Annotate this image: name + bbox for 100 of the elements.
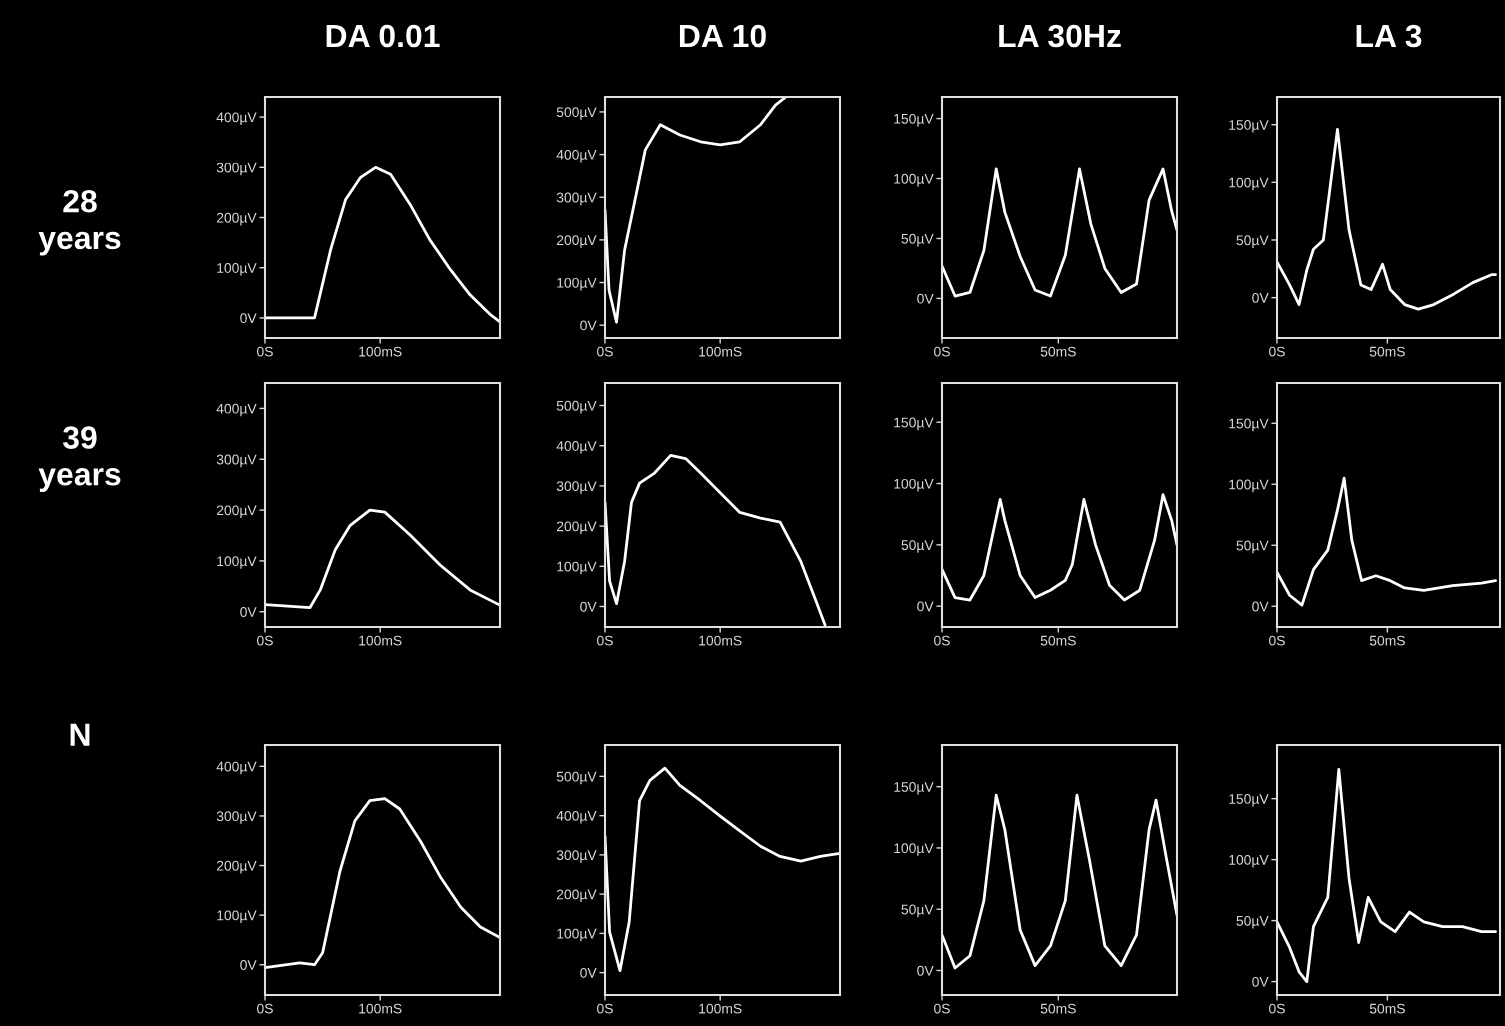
y-tick-label: 0V bbox=[1252, 601, 1269, 612]
y-tick-label: 100µV bbox=[557, 277, 597, 291]
x-tick-label: 0S bbox=[597, 1003, 613, 1014]
y-tick-label: 100µV bbox=[1229, 177, 1269, 191]
line-series bbox=[942, 167, 1177, 298]
y-tick-label: 300µV bbox=[216, 811, 257, 824]
line-series bbox=[605, 97, 788, 324]
y-tick-label: 400µV bbox=[216, 761, 257, 775]
x-tick-label: 100mS bbox=[699, 1003, 742, 1014]
x-tick-label: 0S bbox=[934, 635, 950, 646]
x-tick-label: 100mS bbox=[359, 635, 402, 646]
x-tick-label: 50mS bbox=[1369, 1003, 1405, 1014]
y-tick-label: 0V bbox=[917, 601, 934, 612]
y-tick-label: 100µV bbox=[1229, 479, 1269, 493]
line-series bbox=[1277, 127, 1497, 311]
y-tick-label: 300µV bbox=[556, 850, 597, 863]
x-tick-label: 100mS bbox=[359, 1003, 402, 1014]
chart-title: LA 3 bbox=[1356, 24, 1422, 48]
y-tick-label: 50µV bbox=[901, 233, 934, 247]
y-tick-label: 100µV bbox=[217, 556, 257, 569]
y-tick-label: 0V bbox=[580, 601, 597, 612]
x-tick-label: 0S bbox=[1269, 635, 1285, 646]
x-tick-label: 0S bbox=[597, 346, 613, 357]
y-tick-label: 50µV bbox=[1236, 235, 1269, 248]
line-series bbox=[942, 493, 1177, 602]
y-tick-label: 0V bbox=[240, 960, 257, 970]
y-axis-title: 39 years bbox=[38, 426, 121, 492]
y-tick-label: 100µV bbox=[894, 843, 934, 856]
x-tick-label: 0S bbox=[934, 346, 950, 357]
y-tick-label: 150µV bbox=[894, 417, 934, 431]
y-tick-label: 150µV bbox=[894, 782, 934, 795]
y-tick-label: 200µV bbox=[216, 505, 257, 518]
y-tick-label: 100µV bbox=[557, 928, 597, 942]
y-tick-label: 400µV bbox=[556, 441, 597, 454]
y-tick-label: 0V bbox=[1252, 292, 1269, 303]
y-tick-label: 0V bbox=[1252, 976, 1269, 987]
y-tick-label: 0V bbox=[917, 965, 934, 976]
y-tick-label: 50µV bbox=[901, 540, 934, 553]
y-tick-label: 400µV bbox=[556, 149, 597, 163]
chart-title: DA 10 bbox=[679, 24, 766, 48]
line-series bbox=[605, 453, 827, 627]
line-series bbox=[265, 797, 500, 970]
y-tick-label: 200µV bbox=[556, 889, 597, 903]
y-tick-label: 150µV bbox=[1229, 793, 1269, 807]
y-tick-label: 200µV bbox=[556, 521, 597, 535]
y-tick-label: 0V bbox=[580, 967, 597, 978]
x-tick-label: 0S bbox=[934, 1003, 950, 1014]
y-tick-label: 100µV bbox=[894, 173, 934, 187]
y-axis-title: N bbox=[70, 723, 90, 746]
y-axis-title: 28 years bbox=[38, 189, 121, 256]
y-tick-label: 100µV bbox=[557, 561, 597, 575]
y-tick-label: 0V bbox=[240, 607, 257, 617]
y-tick-label: 200µV bbox=[216, 860, 257, 874]
y-tick-label: 50µV bbox=[1236, 915, 1269, 929]
y-tick-label: 500µV bbox=[556, 107, 597, 120]
y-tick-label: 300µV bbox=[556, 481, 597, 494]
line-series bbox=[265, 165, 500, 324]
y-tick-label: 300µV bbox=[216, 162, 257, 176]
x-tick-label: 0S bbox=[1269, 1003, 1285, 1014]
chart-title: DA 0.01 bbox=[326, 24, 440, 48]
y-tick-label: 150µV bbox=[1229, 418, 1269, 432]
line-series bbox=[605, 766, 840, 973]
x-tick-label: 50mS bbox=[1369, 635, 1405, 646]
x-tick-label: 100mS bbox=[699, 635, 742, 646]
line-series bbox=[942, 793, 1177, 970]
x-tick-label: 0S bbox=[1269, 346, 1285, 357]
x-tick-label: 100mS bbox=[699, 346, 742, 357]
y-tick-label: 0V bbox=[240, 313, 257, 324]
y-tick-label: 500µV bbox=[556, 400, 597, 414]
y-tick-label: 150µV bbox=[894, 113, 934, 127]
y-tick-label: 100µV bbox=[217, 263, 257, 276]
x-tick-label: 100mS bbox=[359, 346, 402, 357]
y-tick-label: 100µV bbox=[1229, 854, 1269, 868]
y-tick-label: 200µV bbox=[216, 212, 257, 226]
x-tick-label: 50mS bbox=[1040, 1003, 1076, 1014]
y-tick-label: 400µV bbox=[216, 403, 257, 417]
x-tick-label: 0S bbox=[597, 635, 613, 646]
y-tick-label: 100µV bbox=[217, 910, 257, 924]
x-tick-label: 50mS bbox=[1040, 346, 1076, 357]
y-tick-label: 500µV bbox=[556, 771, 597, 785]
y-tick-label: 0V bbox=[917, 293, 934, 304]
x-tick-label: 0S bbox=[257, 1003, 273, 1014]
y-tick-label: 0V bbox=[580, 320, 597, 331]
y-tick-label: 300µV bbox=[216, 454, 257, 468]
line-series bbox=[1277, 768, 1497, 983]
y-tick-label: 50µV bbox=[1236, 540, 1269, 554]
x-tick-label: 0S bbox=[257, 635, 273, 646]
line-series bbox=[265, 508, 500, 610]
y-tick-label: 400µV bbox=[556, 810, 597, 824]
y-tick-label: 300µV bbox=[556, 192, 597, 206]
y-tick-label: 400µV bbox=[216, 112, 257, 125]
line-series bbox=[1277, 476, 1497, 607]
x-tick-label: 50mS bbox=[1040, 635, 1076, 646]
y-tick-label: 100µV bbox=[894, 478, 934, 492]
x-tick-label: 50mS bbox=[1369, 346, 1405, 357]
x-tick-label: 0S bbox=[257, 346, 273, 357]
chart-title: LA 30Hz bbox=[999, 24, 1121, 48]
y-tick-label: 50µV bbox=[901, 904, 934, 918]
y-tick-label: 150µV bbox=[1229, 120, 1269, 133]
y-tick-label: 200µV bbox=[556, 235, 597, 248]
